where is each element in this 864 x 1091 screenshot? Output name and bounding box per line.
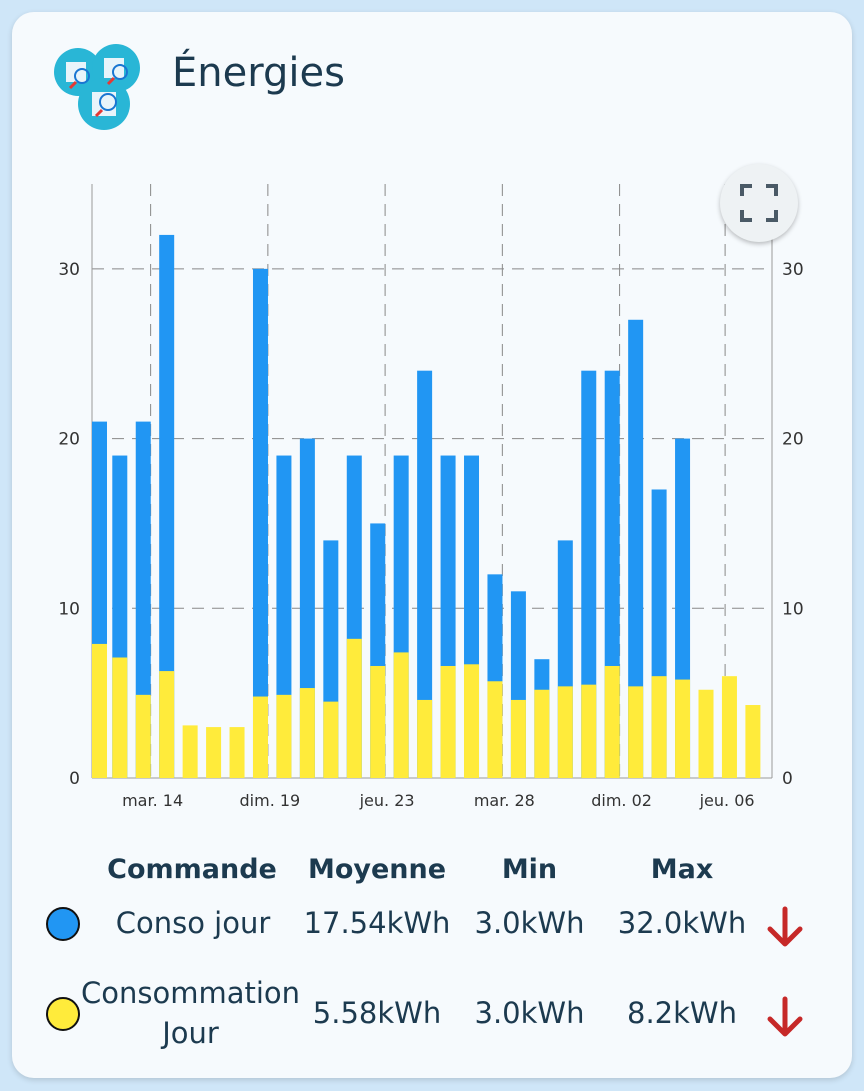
bar-consommation-jour bbox=[206, 727, 222, 778]
x-tick-label: jeu. 23 bbox=[359, 791, 415, 810]
bar-consommation-jour bbox=[675, 679, 691, 778]
x-tick-label: dim. 19 bbox=[240, 791, 301, 810]
bar-consommation-jour bbox=[92, 643, 107, 778]
y-tick-label-right: 0 bbox=[782, 769, 793, 789]
arrow-down-icon bbox=[767, 996, 803, 1037]
row-min-consommation-jour: 3.0kWh bbox=[474, 996, 585, 1030]
row-name-consommation-jour-line1[interactable]: Consommation bbox=[80, 976, 301, 1010]
bar-consommation-jour bbox=[698, 689, 714, 778]
bar-consommation-jour bbox=[557, 686, 573, 778]
y-tick-label-left: 10 bbox=[58, 599, 80, 619]
bar-consommation-jour bbox=[112, 657, 128, 778]
bar-consommation-jour bbox=[276, 694, 292, 778]
y-tick-label-right: 30 bbox=[782, 260, 804, 280]
arrow-down-icon bbox=[767, 906, 803, 947]
energy-card: Énergies 0 0 10 10 20 20 30 30 mar. 14 dim. 19 jeu… bbox=[12, 12, 852, 1078]
row-min-conso-jour: 3.0kWh bbox=[474, 906, 585, 940]
bar-consommation-jour bbox=[464, 664, 480, 778]
header-moyenne: Moyenne bbox=[307, 854, 447, 885]
energy-analytics-icon bbox=[54, 44, 140, 130]
header-min: Min bbox=[501, 854, 558, 885]
row-name-conso-jour[interactable]: Conso jour bbox=[115, 906, 271, 940]
y-tick-label-right: 20 bbox=[782, 430, 804, 450]
bar-consommation-jour bbox=[581, 684, 597, 778]
bar-consommation-jour bbox=[229, 727, 245, 778]
row-name-consommation-jour-line2[interactable]: Jour bbox=[162, 1016, 219, 1050]
header-commande: Commande bbox=[107, 854, 277, 885]
fullscreen-icon bbox=[740, 184, 778, 222]
x-tick-label: mar. 28 bbox=[474, 791, 535, 810]
bar-consommation-jour bbox=[393, 652, 409, 778]
bar-consommation-jour bbox=[346, 638, 362, 778]
bar-consommation-jour bbox=[604, 665, 620, 778]
bar-conso-jour bbox=[159, 234, 175, 778]
row-max-conso-jour: 32.0kWh bbox=[617, 906, 747, 940]
bar-consommation-jour bbox=[370, 665, 386, 778]
x-tick-label: mar. 14 bbox=[122, 791, 183, 810]
fullscreen-button[interactable] bbox=[720, 164, 798, 242]
bar-consommation-jour bbox=[252, 696, 268, 778]
legend-dot-consommation-jour[interactable] bbox=[46, 997, 80, 1031]
bar-consommation-jour bbox=[440, 665, 456, 778]
y-tick-label-left: 0 bbox=[69, 769, 80, 789]
energy-bar-chart: 0 0 10 10 20 20 30 30 mar. 14 dim. 19 jeu. 23 mar. … bbox=[58, 184, 804, 810]
header-max: Max bbox=[650, 854, 714, 885]
y-tick-label-right: 10 bbox=[782, 599, 804, 619]
y-tick-label-left: 20 bbox=[58, 430, 80, 450]
x-tick-label: dim. 02 bbox=[591, 791, 652, 810]
bar-consommation-jour bbox=[534, 689, 550, 778]
legend-dot-conso-jour[interactable] bbox=[46, 907, 80, 941]
row-max-consommation-jour: 8.2kWh bbox=[627, 996, 737, 1030]
bar-consommation-jour bbox=[159, 671, 175, 778]
bar-consommation-jour bbox=[135, 694, 151, 778]
bar-consommation-jour bbox=[510, 699, 526, 778]
y-tick-label-left: 30 bbox=[58, 260, 80, 280]
x-tick-label: jeu. 06 bbox=[699, 791, 755, 810]
bar-consommation-jour bbox=[487, 681, 503, 778]
row-moyenne-consommation-jour: 5.58kWh bbox=[312, 996, 442, 1030]
bar-consommation-jour bbox=[745, 705, 761, 778]
bar-conso-jour bbox=[252, 268, 268, 778]
bar-consommation-jour bbox=[417, 699, 433, 778]
bar-consommation-jour bbox=[299, 688, 315, 778]
bar-consommation-jour bbox=[721, 676, 737, 778]
bar-consommation-jour bbox=[323, 701, 339, 778]
bar-consommation-jour bbox=[628, 686, 644, 778]
card-title: Énergies bbox=[172, 50, 345, 96]
row-moyenne-conso-jour: 17.54kWh bbox=[303, 906, 451, 940]
bar-conso-jour bbox=[628, 319, 644, 778]
bar-consommation-jour bbox=[651, 676, 667, 778]
bar-conso-jour bbox=[581, 370, 597, 778]
bar-consommation-jour bbox=[182, 725, 198, 778]
bar-conso-jour bbox=[135, 421, 151, 778]
bar-conso-jour bbox=[417, 370, 433, 778]
